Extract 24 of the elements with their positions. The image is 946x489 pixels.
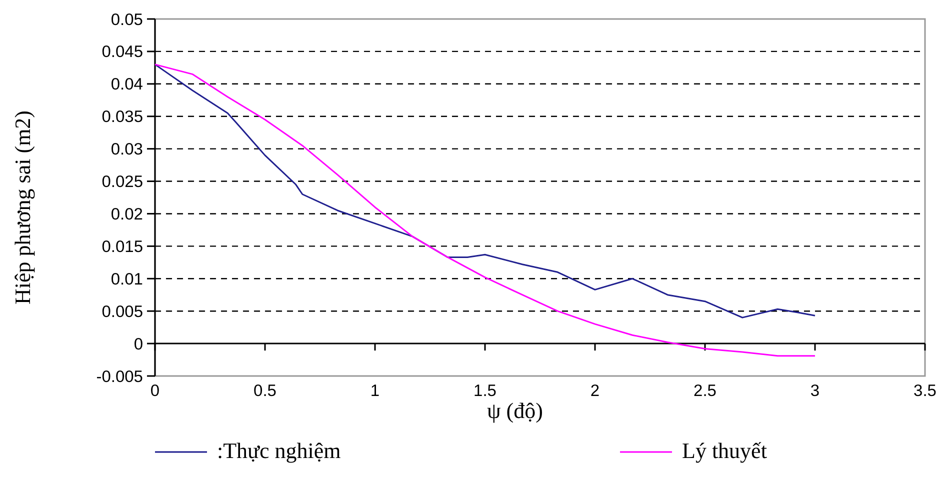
legend-label: Lý thuyết — [682, 438, 767, 463]
y-tick-label: 0.025 — [102, 173, 143, 192]
x-tick-label: 2.5 — [694, 382, 716, 400]
y-tick-label: 0.03 — [110, 140, 143, 159]
x-axis-title: ψ (độ) — [487, 398, 543, 423]
legend-label: :Thực nghiệm — [217, 438, 341, 463]
y-tick-label: 0.015 — [102, 238, 143, 256]
y-tick-label: 0.02 — [110, 206, 143, 224]
x-tick-label: 0 — [150, 382, 160, 400]
y-tick-label: 0.045 — [102, 43, 143, 62]
y-tick-label: 0.035 — [102, 108, 143, 126]
x-tick-label: 1 — [370, 382, 380, 400]
x-tick-label: 3 — [810, 382, 820, 400]
y-tick-label: 0.05 — [110, 10, 143, 29]
x-tick-label: 2 — [590, 382, 600, 400]
y-tick-label: 0.01 — [110, 270, 143, 288]
y-tick-label: 0 — [134, 335, 143, 354]
x-tick-label: 1.5 — [474, 382, 496, 400]
y-axis-title: Hiệp phương sai (m2) — [10, 110, 35, 305]
x-tick-label: 3.5 — [914, 382, 936, 400]
y-tick-label: 0.04 — [110, 76, 143, 94]
y-tick-label: 0.005 — [102, 302, 143, 321]
x-tick-label: 0.5 — [254, 382, 276, 400]
y-tick-label: -0.005 — [96, 368, 143, 386]
